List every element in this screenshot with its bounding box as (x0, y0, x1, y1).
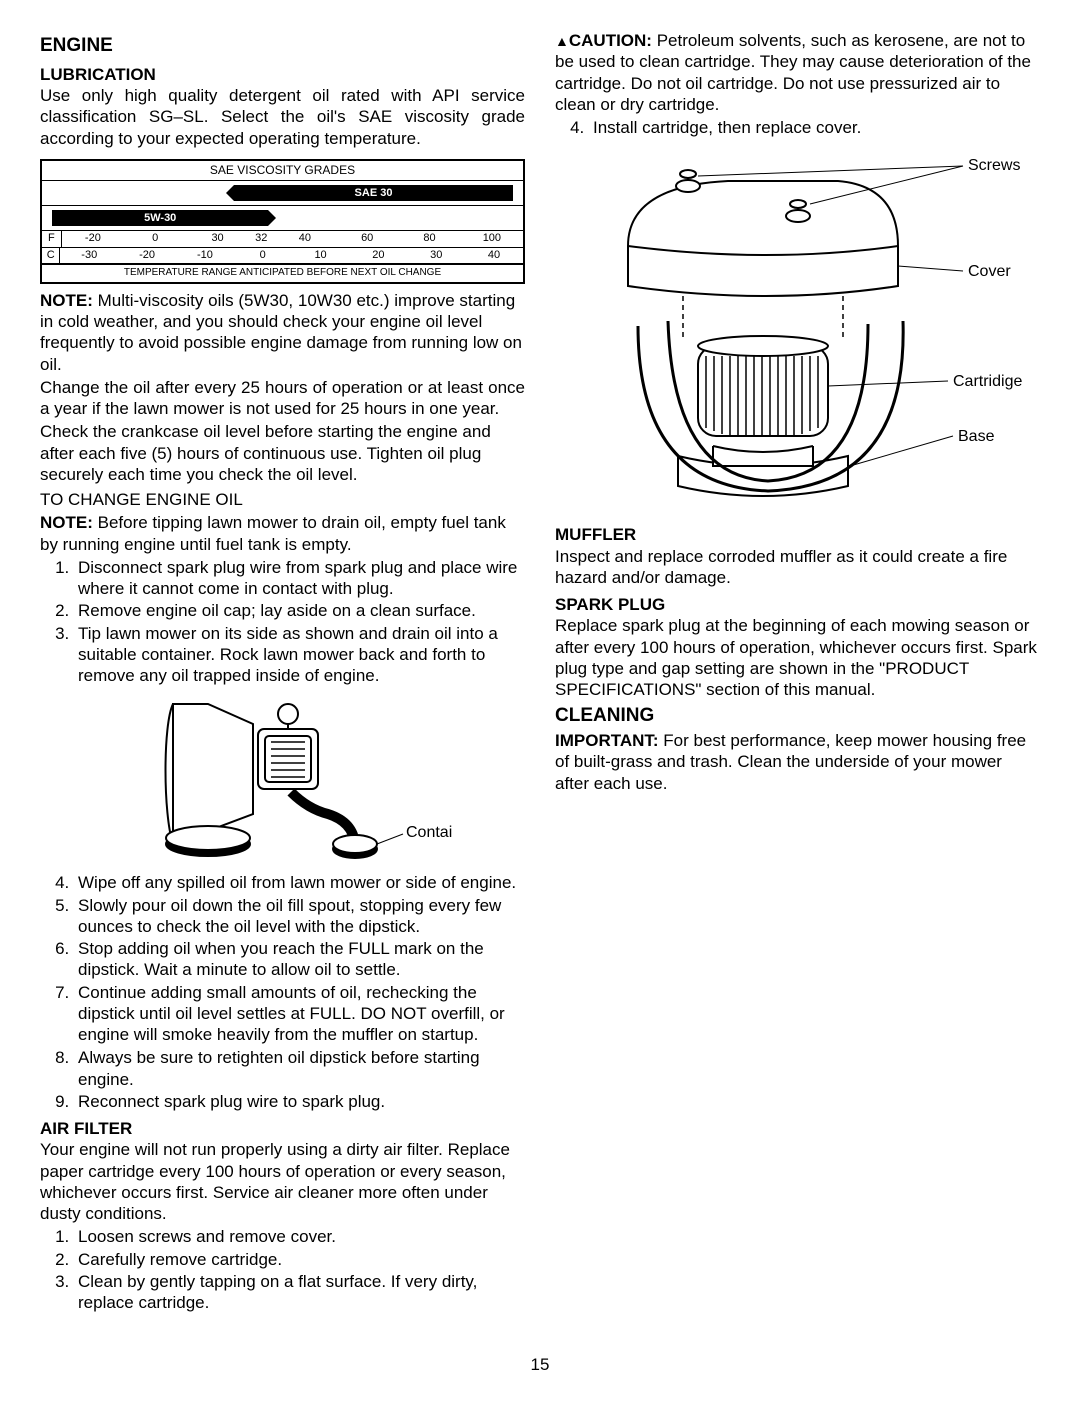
airfilter-steps: Loosen screws and remove cover. Carefull… (40, 1226, 525, 1313)
oil-step-5: Slowly pour oil down the oil fill spout,… (74, 895, 525, 938)
airfilter-figure: Screws Cover Cartridige Base (555, 146, 1040, 516)
airfilter-step-2: Carefully remove cartridge. (74, 1249, 525, 1270)
oil-step-6: Stop adding oil when you reach the FULL … (74, 938, 525, 981)
airfilter-heading: AIR FILTER (40, 1118, 525, 1139)
oil-step-3: Tip lawn mower on its side as shown and … (74, 623, 525, 687)
container-label: Container (406, 824, 453, 841)
oil-steps-8to9: Always be sure to retighten oil dipstick… (40, 1047, 525, 1112)
cartridge-label: Cartridige (953, 373, 1022, 390)
engine-heading: ENGINE (40, 34, 525, 58)
oil-drain-figure: Container (40, 694, 525, 864)
caution-icon (555, 31, 569, 50)
oil-steps-1to3: Disconnect spark plug wire from spark pl… (40, 557, 525, 687)
oil-step-1: Disconnect spark plug wire from spark pl… (74, 557, 525, 600)
lubrication-intro: Use only high quality detergent oil rate… (40, 85, 525, 149)
page-number: 15 (40, 1354, 1040, 1375)
5w30-bar: 5W-30 (52, 210, 268, 226)
airfilter-intro: Your engine will not run properly using … (40, 1139, 525, 1224)
muffler-text: Inspect and replace corroded muffler as … (555, 546, 1040, 589)
oil-step-2: Remove engine oil cap; lay aside on a cl… (74, 600, 525, 621)
page-content: ENGINE LUBRICATION Use only high quality… (40, 30, 1040, 1350)
chart-title: SAE VISCOSITY GRADES (42, 161, 523, 181)
lubrication-p3: Check the crankcase oil level before sta… (40, 421, 525, 485)
scale-f: F -20 0 30 32 40 60 80 100 (42, 231, 523, 248)
cover-label: Cover (968, 263, 1011, 280)
oil-steps-4to7: Wipe off any spilled oil from lawn mower… (40, 872, 525, 1045)
lubrication-p2: Change the oil after every 25 hours of o… (40, 377, 525, 420)
sae30-bar: SAE 30 (234, 185, 513, 201)
airfilter-caution: CAUTION: Petroleum solvents, such as ker… (555, 30, 1040, 115)
chart-body: SAE 30 5W-30 (42, 181, 523, 231)
airfilter-step-4: Install cartridge, then replace cover. (589, 117, 1040, 138)
sparkplug-heading: SPARK PLUG (555, 594, 1040, 615)
cleaning-heading: CLEANING (555, 704, 1040, 728)
cleaning-text: IMPORTANT: For best performance, keep mo… (555, 730, 1040, 794)
oil-step-4: Wipe off any spilled oil from lawn mower… (74, 872, 525, 893)
oil-step-8: Always be sure to retighten oil dipstick… (74, 1047, 525, 1090)
airfilter-step-3: Clean by gently tapping on a flat surfac… (74, 1271, 525, 1314)
airfilter-step-1: Loosen screws and remove cover. (74, 1226, 525, 1247)
change-oil-note: NOTE: Before tipping lawn mower to drain… (40, 512, 525, 555)
viscosity-chart: SAE VISCOSITY GRADES SAE 30 5W-30 F -20 … (40, 159, 525, 284)
base-label: Base (958, 428, 995, 445)
muffler-heading: MUFFLER (555, 524, 1040, 545)
airfilter-step4-list: Install cartridge, then replace cover. (555, 117, 1040, 138)
sparkplug-text: Replace spark plug at the beginning of e… (555, 615, 1040, 700)
lubrication-note1: NOTE: Multi-viscosity oils (5W30, 10W30 … (40, 290, 525, 375)
scale-c: C -30 -20 -10 0 10 20 30 40 (42, 248, 523, 265)
screws-label: Screws (968, 157, 1020, 174)
oil-step-7: Continue adding small amounts of oil, re… (74, 982, 525, 1046)
lubrication-heading: LUBRICATION (40, 64, 525, 85)
chart-footer: TEMPERATURE RANGE ANTICIPATED BEFORE NEX… (42, 264, 523, 282)
oil-step-9: Reconnect spark plug wire to spark plug. (74, 1091, 525, 1112)
change-oil-heading: TO CHANGE ENGINE OIL (40, 489, 525, 510)
